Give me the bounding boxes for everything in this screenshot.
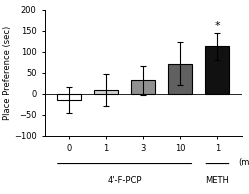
Text: 4'-F-PCP: 4'-F-PCP [107,176,142,185]
Bar [94,90,118,94]
Bar [131,80,155,94]
Y-axis label: Place Preference (sec): Place Preference (sec) [3,26,12,120]
Bar [168,63,192,94]
Text: (mg/kg): (mg/kg) [238,158,249,167]
Text: *: * [215,21,220,31]
Text: METH: METH [205,176,229,185]
Bar [57,94,81,100]
Bar [205,46,230,94]
